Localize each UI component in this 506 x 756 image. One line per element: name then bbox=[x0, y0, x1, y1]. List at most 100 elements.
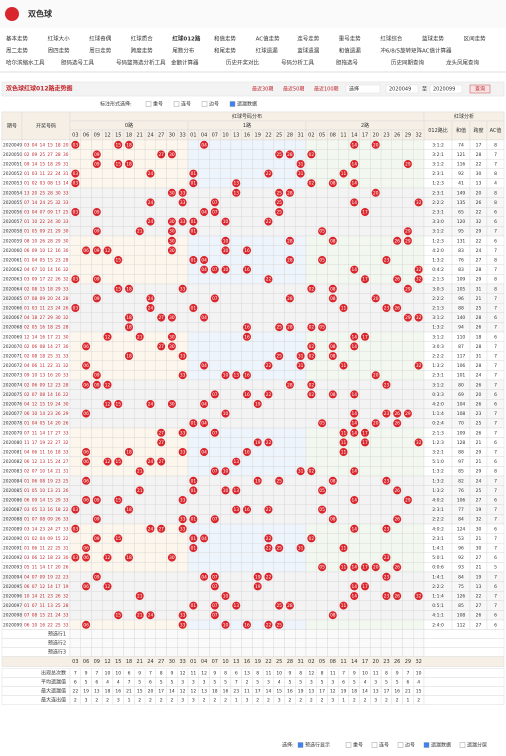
analysis-value: 1:1:4 bbox=[432, 594, 444, 600]
preselect-cell bbox=[219, 638, 232, 648]
footer-option[interactable]: 遗漏数据 bbox=[431, 742, 451, 749]
nav-link[interactable]: 历史开奖对比 bbox=[226, 59, 260, 67]
cell bbox=[423, 686, 505, 696]
grid-cell bbox=[359, 322, 371, 333]
nav-link[interactable]: 号码分析工具 bbox=[281, 59, 315, 67]
analysis-value: 7 bbox=[494, 603, 497, 609]
nav-link[interactable]: 跨度走势 bbox=[131, 47, 154, 55]
grid-cell bbox=[359, 216, 371, 227]
stat-value: 3 bbox=[331, 698, 334, 704]
nav-link[interactable]: 蓝球遗漏 bbox=[297, 47, 320, 55]
nav-link[interactable]: 尾数分布 bbox=[172, 47, 195, 55]
nav-link[interactable]: 蓝球走势 bbox=[422, 35, 445, 43]
open-number: 10 bbox=[40, 248, 46, 254]
open-number: 04 bbox=[40, 536, 46, 542]
nav-link[interactable]: 冲6/8/5旋转矩阵 bbox=[380, 47, 422, 55]
grid-cell bbox=[80, 283, 92, 294]
nav-link[interactable]: 金额计算器 bbox=[171, 59, 199, 67]
grid-cell bbox=[134, 283, 146, 294]
grid-cell bbox=[316, 447, 328, 458]
issue: 2020094 bbox=[3, 574, 22, 580]
number-label: 11 bbox=[340, 659, 346, 665]
red-ball-number: 23 bbox=[384, 594, 390, 600]
grid-cell bbox=[252, 523, 264, 534]
filter-option[interactable]: 遗漏数据 bbox=[237, 101, 257, 108]
issue: 2020076 bbox=[3, 402, 22, 408]
analysis-value: 3:1:2 bbox=[432, 142, 444, 148]
nav-link[interactable]: AC值走势 bbox=[256, 35, 281, 43]
open-number: 08 bbox=[40, 478, 46, 484]
grid-cell bbox=[380, 178, 393, 189]
nav-link[interactable]: 和值走势 bbox=[214, 35, 237, 43]
issue: 2020055 bbox=[3, 200, 22, 206]
nav-link[interactable]: 重号走势 bbox=[339, 35, 362, 43]
analysis-value: 2:3:1 bbox=[432, 171, 444, 177]
red-ball bbox=[328, 611, 337, 620]
open-number: 24 bbox=[40, 200, 46, 206]
nav-link[interactable]: AC值计算器 bbox=[422, 47, 452, 55]
open-number: 17 bbox=[55, 210, 61, 216]
nav-link[interactable]: 和值遗漏 bbox=[339, 47, 362, 55]
nav-link[interactable]: 周二走势 bbox=[6, 47, 29, 55]
grid-cell bbox=[112, 543, 124, 554]
from-value[interactable]: 2020049 bbox=[389, 87, 411, 93]
open-number: 20 bbox=[47, 296, 53, 302]
query-button-text[interactable]: 查询 bbox=[475, 86, 485, 93]
grid-cell bbox=[198, 197, 210, 208]
grid-cell bbox=[134, 418, 146, 429]
footer-option[interactable]: 重号 bbox=[353, 742, 363, 749]
red-ball-number: 20 bbox=[373, 421, 379, 427]
red-ball bbox=[232, 457, 241, 466]
nav-link[interactable]: 红球质合 bbox=[131, 35, 154, 43]
analysis-value: 28 bbox=[476, 344, 482, 350]
open-number: 27 bbox=[55, 430, 61, 436]
grid-cell bbox=[252, 485, 264, 496]
filter-option[interactable]: 边号 bbox=[209, 101, 219, 108]
grid-cell bbox=[230, 418, 242, 429]
footer-option[interactable]: 连号 bbox=[379, 742, 389, 749]
filter-option[interactable]: 连号 bbox=[181, 101, 191, 108]
analysis-value: 25 bbox=[476, 306, 482, 312]
footer-option[interactable]: 预选行显示 bbox=[305, 742, 330, 749]
analysis-value: 21 bbox=[476, 459, 482, 465]
red-ball bbox=[275, 476, 284, 485]
footer-option[interactable]: 边号 bbox=[405, 742, 415, 749]
filter-option[interactable]: 重号 bbox=[153, 101, 163, 108]
red-ball-number: 01 bbox=[191, 421, 197, 427]
nav-link[interactable]: 周四走势 bbox=[48, 47, 71, 55]
nav-link[interactable]: 胆拖选号 bbox=[336, 59, 359, 67]
red-ball-number: 24 bbox=[148, 459, 154, 465]
nav-link[interactable]: 红球大小 bbox=[48, 35, 71, 43]
nav-link[interactable]: 红球综合 bbox=[380, 35, 403, 43]
nav-link[interactable]: 基本走势 bbox=[6, 35, 29, 43]
number-label: 22 bbox=[265, 659, 271, 665]
nav-link[interactable]: 龙头凤尾查询 bbox=[446, 59, 480, 67]
range-link[interactable]: 最近30期 bbox=[252, 86, 273, 93]
red-ball-number: 19 bbox=[255, 584, 261, 590]
grid-cell bbox=[230, 543, 242, 554]
grid-cell bbox=[198, 293, 210, 304]
grid-cell bbox=[327, 504, 339, 515]
nav-link[interactable]: 红球012路 bbox=[172, 35, 200, 43]
cell bbox=[423, 668, 505, 678]
open-number: 14 bbox=[47, 392, 53, 398]
select-text[interactable]: 选择 bbox=[349, 86, 359, 93]
nav-link[interactable]: 和尾走势 bbox=[214, 47, 237, 55]
grid-cell bbox=[380, 216, 393, 227]
open-number: 15 bbox=[40, 613, 46, 619]
nav-link[interactable]: 胆码选号工具 bbox=[61, 59, 95, 67]
grid-cell bbox=[177, 139, 189, 150]
nav-link[interactable]: 哈尔滨缩水工具 bbox=[6, 59, 45, 67]
range-link[interactable]: 最近50期 bbox=[283, 86, 304, 93]
nav-link[interactable]: 区间走势 bbox=[464, 35, 487, 43]
nav-link[interactable]: 连号走势 bbox=[297, 35, 320, 43]
nav-link[interactable]: 历史同期查询 bbox=[391, 59, 425, 67]
grid-cell bbox=[69, 379, 81, 390]
to-value[interactable]: 2020099 bbox=[433, 87, 455, 93]
footer-option[interactable]: 遗漏分层 bbox=[467, 742, 487, 749]
nav-link[interactable]: 红球遗漏 bbox=[256, 47, 279, 55]
nav-link[interactable]: 号码篮筛选分析工具 bbox=[116, 59, 166, 67]
nav-link[interactable]: 红球奇偶 bbox=[89, 35, 112, 43]
range-link[interactable]: 最近100期 bbox=[314, 86, 339, 93]
nav-link[interactable]: 周日走势 bbox=[89, 47, 112, 55]
